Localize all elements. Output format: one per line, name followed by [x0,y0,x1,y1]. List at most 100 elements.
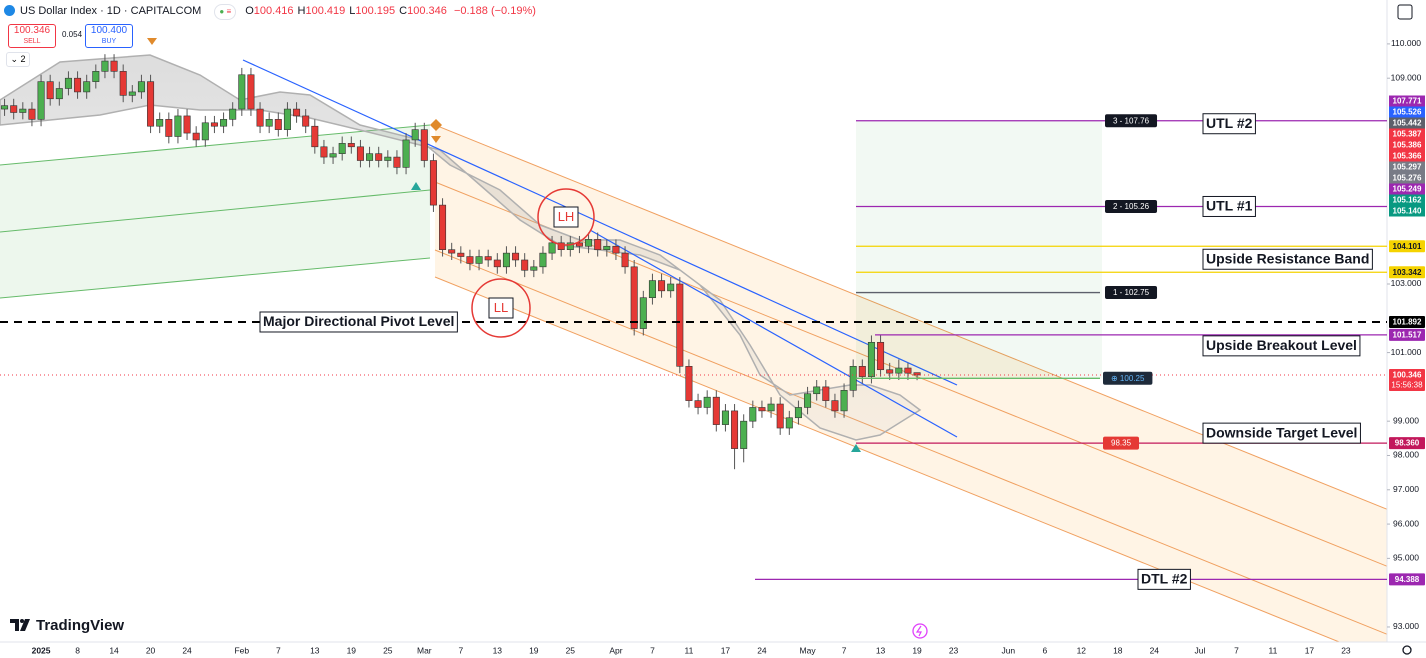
level-text: UTL #2 [1206,115,1253,131]
candle-body [502,252,510,268]
candle-body [174,115,182,137]
annotation-circle [537,188,595,246]
stacked-label: 105.162 [1393,196,1422,205]
axis-label: 94.388 [1395,575,1420,584]
indicators-count: 2 [20,54,26,64]
level-tag: ⊕ 100.25 [1111,374,1145,383]
x-tick-label: 11 [685,645,694,655]
level-text: Upside Breakout Level [1206,337,1357,353]
candle-body [721,410,729,425]
average-band [0,54,922,441]
x-tick-label: 7 [650,645,655,655]
candle-body [302,115,310,127]
candle-body [375,153,383,161]
level-text: UTL #1 [1206,198,1253,214]
stacked-label-box [1389,95,1425,107]
candle-body [247,74,255,110]
candle-body [457,252,465,257]
candle-body [594,239,602,250]
status-pill[interactable]: ● ≡ [214,4,237,20]
candle-body [475,256,483,264]
signal-marker [147,38,157,45]
x-tick-label: 2025 [32,645,51,655]
candle-body [439,204,447,250]
candle-body [886,369,894,374]
y-tick-label: 109.000 [1391,72,1422,82]
candle-body [64,77,72,89]
y-tick-label: 103.000 [1391,278,1422,288]
sell-button[interactable]: 100.346 SELL [8,24,56,48]
level-text: Downside Target Level [1206,424,1357,440]
stacked-label-box [1389,117,1425,129]
stacked-label-box [1389,194,1425,206]
candle-body [639,297,647,329]
x-tick-label: 25 [383,645,393,655]
candle-body [484,256,492,261]
projection-box [856,120,1102,379]
candle-body [530,266,538,271]
candle-body [46,81,54,100]
y-tick-label: 98.000 [1393,450,1419,460]
candle-body [448,249,456,254]
buy-price: 100.400 [90,25,128,36]
event-icon[interactable] [912,623,928,639]
annotation-box [553,206,579,228]
candle-body [256,108,264,127]
stacked-label-box [1389,128,1425,140]
x-tick-label: 20 [146,645,156,655]
candle-body [712,396,720,425]
channel-line [0,124,431,166]
ohlc: O100.416 H100.419 L100.195 C100.346 [245,5,451,17]
symbol-icon [4,5,15,16]
candle-body [612,245,620,254]
candle-body [411,129,419,141]
candle-body [311,125,319,148]
level-text: Major Directional Pivot Level [263,313,454,329]
x-tick-label: Mar [417,645,432,655]
candle-body [804,393,812,408]
x-tick-label: 7 [458,645,463,655]
candle-body [831,400,839,412]
sell-label: SELL [23,38,41,45]
indicators-toggle[interactable]: ⌄ 2 [6,52,30,67]
x-tick-label: 24 [757,645,767,655]
settings-icon[interactable] [1397,4,1413,20]
level-text: Upside Resistance Band [1206,250,1369,266]
candle-body [740,420,748,449]
level-text-box [259,311,458,333]
ohlc-key: C [399,5,408,17]
channel-line [434,124,1387,510]
level-text-box [1202,113,1256,135]
candle-body [274,119,282,130]
level-tag-box [1105,114,1158,128]
orange-channel [435,125,1387,642]
gear-icon[interactable] [1402,645,1412,655]
candle-body [83,81,91,93]
x-tick-label: 7 [842,645,847,655]
symbol[interactable]: US Dollar Index · 1D · CAPITALCOM [20,5,202,17]
candle-body [366,153,374,161]
candle-body [229,108,237,120]
buy-button[interactable]: 100.400 BUY [85,24,133,48]
signal-marker [431,136,441,143]
axis-label: 103.342 [1393,268,1422,277]
candle-body [220,119,228,127]
candle-body [101,60,109,72]
stacked-label-box [1389,106,1425,118]
x-tick-label: 13 [310,645,320,655]
candle-body [731,410,739,449]
axis-label-box [1389,328,1425,341]
candle-body [283,108,291,130]
stacked-label-box [1389,150,1425,162]
x-tick-label: 19 [347,645,357,655]
channel-line [0,189,431,233]
candle-body [192,132,200,141]
x-tick-label: 23 [1341,645,1351,655]
level-text-box [1137,568,1191,590]
candle-body [28,108,36,120]
candle-body [420,129,428,161]
candle-body [849,366,857,391]
candle-body [749,407,757,422]
candle-body [776,403,784,429]
plot-layer [0,54,1387,581]
